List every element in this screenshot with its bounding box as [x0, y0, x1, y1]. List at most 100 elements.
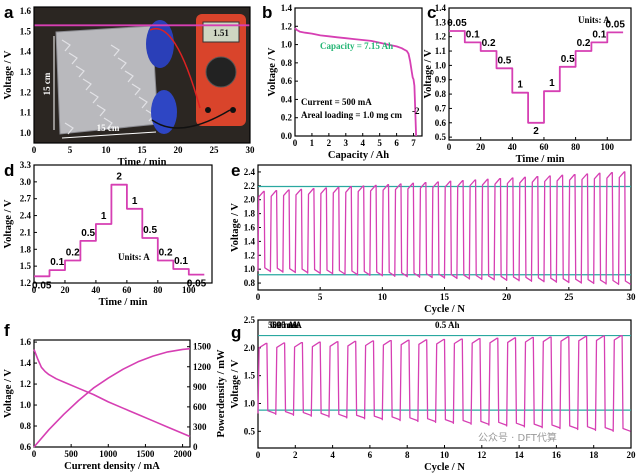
- current-annotation: 500 mA: [268, 320, 298, 330]
- x-tick-label: 10: [440, 450, 450, 460]
- foil-crease: [89, 91, 99, 104]
- step-label: 2: [116, 172, 122, 183]
- plot-frame: [33, 6, 251, 144]
- cycling-curve: [257, 334, 631, 432]
- x-axis-label: Current density / mA: [64, 461, 160, 472]
- x-tick-label: 20: [476, 142, 486, 152]
- x-tick-label: 0: [32, 285, 37, 295]
- power-density-curve: [33, 347, 191, 448]
- x-tick-label: 20: [60, 285, 70, 295]
- x-axis-label: Cycle / N: [424, 462, 465, 473]
- y-tick-label: 1.3: [435, 17, 447, 27]
- y-tick-label: 0.6: [435, 118, 447, 128]
- x-tick-label: 0: [447, 142, 452, 152]
- y-tick-label: 1.2: [281, 21, 293, 31]
- x-tick-label: 100: [601, 142, 615, 152]
- foil-crease: [131, 83, 141, 96]
- x-tick-label: 15: [138, 145, 148, 155]
- y-tick-label: 1.0: [244, 264, 256, 274]
- y-tick-label: 2.0: [244, 343, 256, 353]
- step-label: 0.05: [605, 19, 625, 30]
- panel-e: 0 5 10 15 20 25 30 0.8 1.0 1.2 1.4 1.6 1.8 2.0 2.2 2.4 C…: [230, 161, 636, 330]
- y2-tick-label: 300: [193, 422, 207, 432]
- dimension-label-vertical: 15 cm: [42, 72, 52, 95]
- step-label: 1: [132, 196, 138, 207]
- y-tick-label: 2.4: [244, 167, 256, 177]
- y-tick-label: 0.8: [244, 278, 256, 288]
- probe-jack: [230, 107, 236, 113]
- multimeter-dial: [205, 56, 237, 88]
- y-tick-label: 1.4: [435, 3, 447, 13]
- y-axis-label: Voltage / V: [3, 199, 14, 248]
- x-tick-label: 80: [571, 142, 581, 152]
- y2-tick-label: 1200: [193, 362, 212, 372]
- multimeter-reading: 1.51: [213, 28, 229, 38]
- step-label: 0.5: [497, 55, 511, 66]
- x-tick-label: 4: [330, 450, 335, 460]
- x-tick-label: 2000: [174, 449, 193, 459]
- x-tick-label: 40: [508, 142, 518, 152]
- y-tick-label: 1.2: [435, 32, 447, 42]
- loading-annotation: Areal loading = 1.0 mg cm: [301, 110, 402, 120]
- x-tick-label: 20: [627, 450, 637, 460]
- y-tick-label: 1.2: [20, 87, 32, 97]
- step-label: 0.2: [159, 248, 173, 259]
- cycling-curve: [257, 171, 632, 286]
- panel-label: b: [262, 3, 272, 22]
- panel-b: 0 1 2 3 4 5 6 7 0.0 0.2 0.4 0.6 0.8 1.0 1.2 1.4 Capacity…: [262, 3, 423, 161]
- y-tick-label: 2.7: [20, 194, 32, 204]
- y-tick-label: 1.0: [20, 400, 32, 410]
- y-tick-label: 0.7: [435, 103, 447, 113]
- y-tick-label: 2.0: [244, 195, 256, 205]
- x-tick-label: 100: [182, 285, 196, 295]
- y-tick-label: 1.6: [20, 6, 32, 16]
- foil-crease: [124, 70, 134, 83]
- y-axis-label: Voltage / V: [230, 359, 241, 408]
- step-label: 1: [549, 78, 555, 89]
- y2-tick-label: 1500: [193, 342, 212, 352]
- y-tick-label: 1.4: [20, 47, 32, 57]
- plot-frame: [294, 7, 423, 137]
- units-label: Units: A: [118, 252, 150, 262]
- step-label: 0.1: [174, 256, 188, 267]
- dimension-label-horizontal: 15 cm: [97, 123, 120, 133]
- x-tick-label: 18: [589, 450, 599, 460]
- y-tick-label: 0.2: [281, 113, 293, 123]
- foil-crease: [75, 65, 85, 78]
- y-tick-label: 2.5: [244, 315, 256, 325]
- x-tick-label: 15: [440, 292, 450, 302]
- y-tick-label: 1.8: [244, 209, 256, 219]
- x-tick-label: 5: [318, 292, 323, 302]
- panel-label: d: [4, 161, 14, 180]
- x-tick-label: 1: [310, 138, 315, 148]
- x-tick-label: 10: [102, 145, 112, 155]
- x-tick-label: 0: [256, 292, 261, 302]
- x-tick-label: 30: [246, 145, 256, 155]
- y-tick-label: 1.2: [20, 379, 32, 389]
- dimension-arrow: [61, 131, 157, 139]
- rate-step-curve: [449, 30, 624, 124]
- y-axis-label: Voltage / V: [230, 203, 241, 252]
- panel-label: f: [4, 321, 10, 340]
- y-tick-label: 1.6: [20, 337, 32, 347]
- loading-superscript: -2: [412, 106, 420, 116]
- current-annotation: Current = 500 mA: [301, 97, 372, 107]
- y2-tick-label: 600: [193, 402, 207, 412]
- step-label: 1: [101, 211, 107, 222]
- x-tick-label: 80: [153, 285, 163, 295]
- panel-g: 0 2 4 6 8 10 12 14 16 18 20 0.5 1.0 1.5 2.0 2.5 Cycle / …: [230, 315, 636, 473]
- probe-wire-red: [149, 27, 201, 109]
- x-tick-label: 6: [394, 138, 399, 148]
- foil-crease: [68, 52, 78, 65]
- rate-step-curve: [34, 183, 205, 278]
- x-tick-label: 4: [360, 138, 365, 148]
- y-axis-label: Voltage / V: [3, 50, 14, 99]
- units-label: Units: A: [578, 15, 610, 25]
- x-tick-label: 5: [68, 145, 73, 155]
- y-tick-label: 1.6: [244, 223, 256, 233]
- x-tick-label: 8: [405, 450, 410, 460]
- y-tick-label: 1.8: [20, 244, 32, 254]
- panel-label: a: [4, 3, 14, 22]
- x-tick-label: 16: [552, 450, 562, 460]
- x-tick-label: 12: [477, 450, 487, 460]
